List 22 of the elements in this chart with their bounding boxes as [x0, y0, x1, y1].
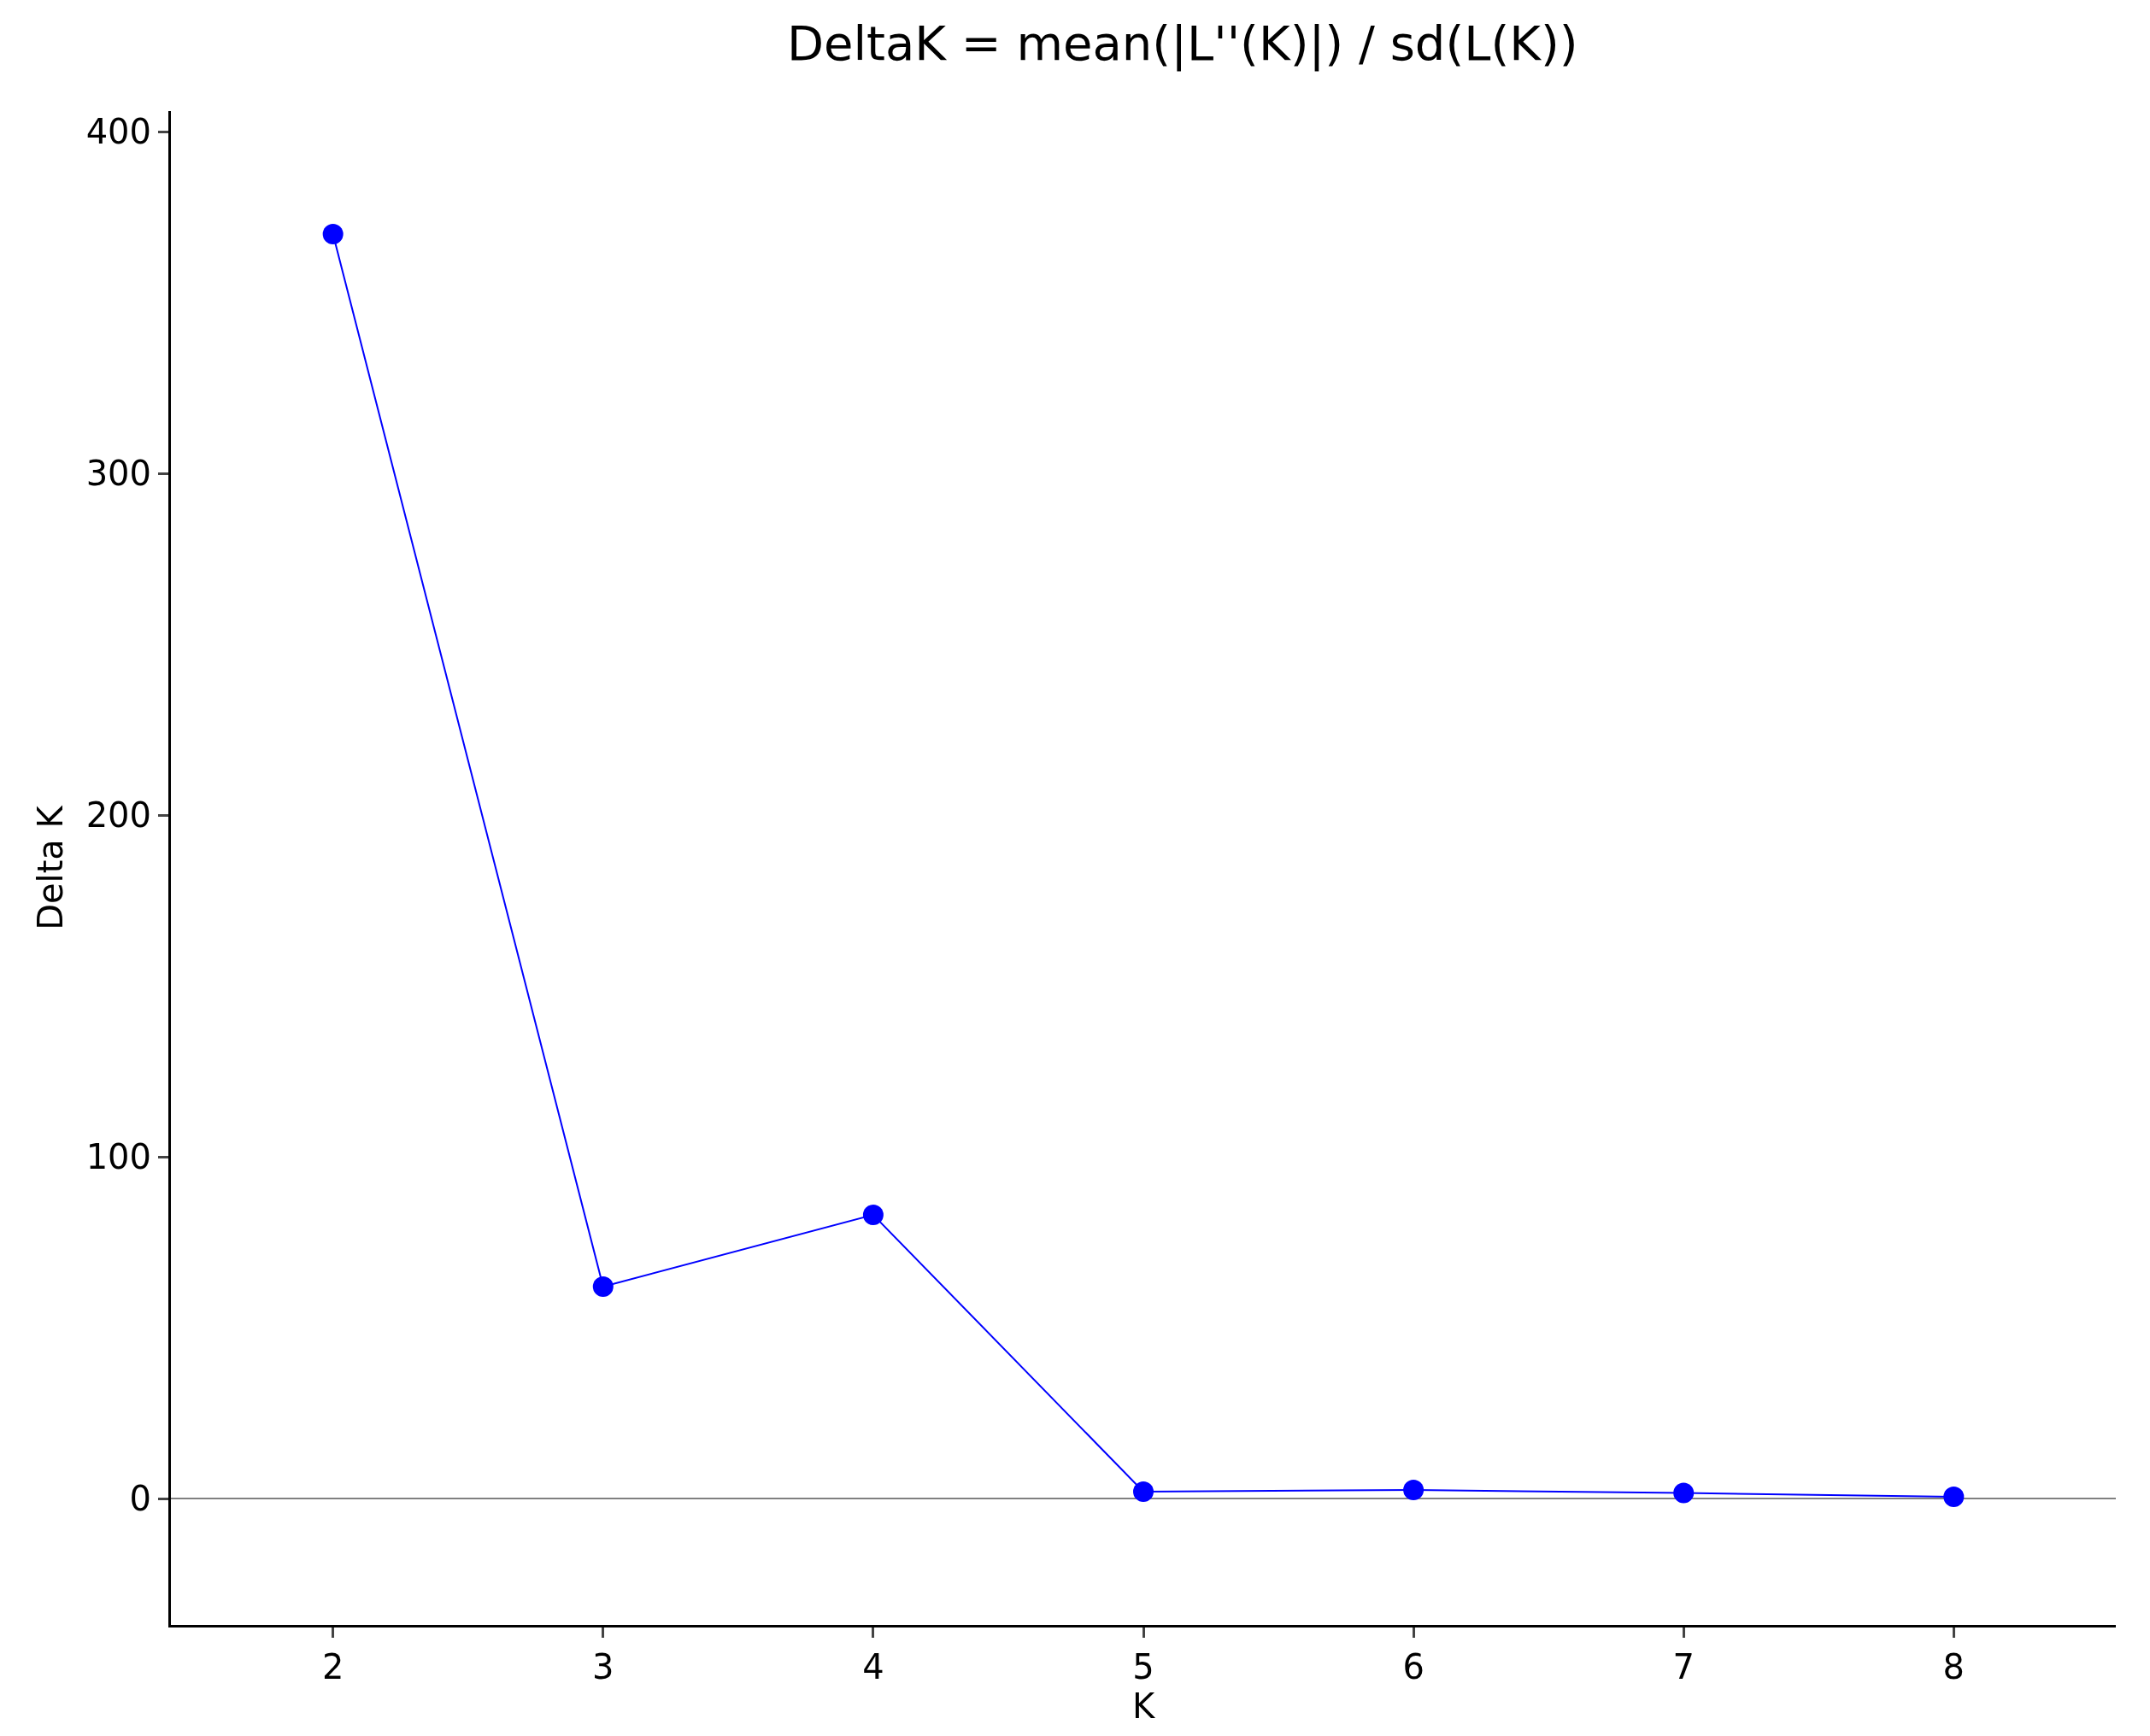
x-tick-label: 2: [321, 1647, 344, 1686]
point: [1673, 1482, 1695, 1504]
x-tick-label: 6: [1402, 1647, 1425, 1686]
point: [1403, 1480, 1425, 1500]
point: [322, 224, 344, 244]
x-tick-label: 8: [1942, 1647, 1965, 1686]
point: [1133, 1481, 1154, 1502]
point: [592, 1276, 614, 1297]
y-tick-label: 200: [85, 795, 151, 835]
x-tick-label: 3: [592, 1647, 614, 1686]
y-tick-label: 300: [85, 454, 151, 493]
y-tick-label: 0: [129, 1479, 151, 1518]
y-tick-label: 400: [85, 112, 151, 151]
x-tick-label: 5: [1132, 1647, 1154, 1686]
y-axis-title: Delta K: [31, 804, 71, 930]
chart-title: DeltaK = mean(|L''(K)|) / sd(L(K)): [786, 15, 1578, 72]
x-axis-title: K: [1131, 1686, 1156, 1726]
x-tick-label: 7: [1672, 1647, 1695, 1686]
x-tick-label: 4: [862, 1647, 884, 1686]
y-tick-label: 100: [85, 1137, 151, 1176]
point: [862, 1205, 884, 1225]
point: [1943, 1487, 1965, 1507]
